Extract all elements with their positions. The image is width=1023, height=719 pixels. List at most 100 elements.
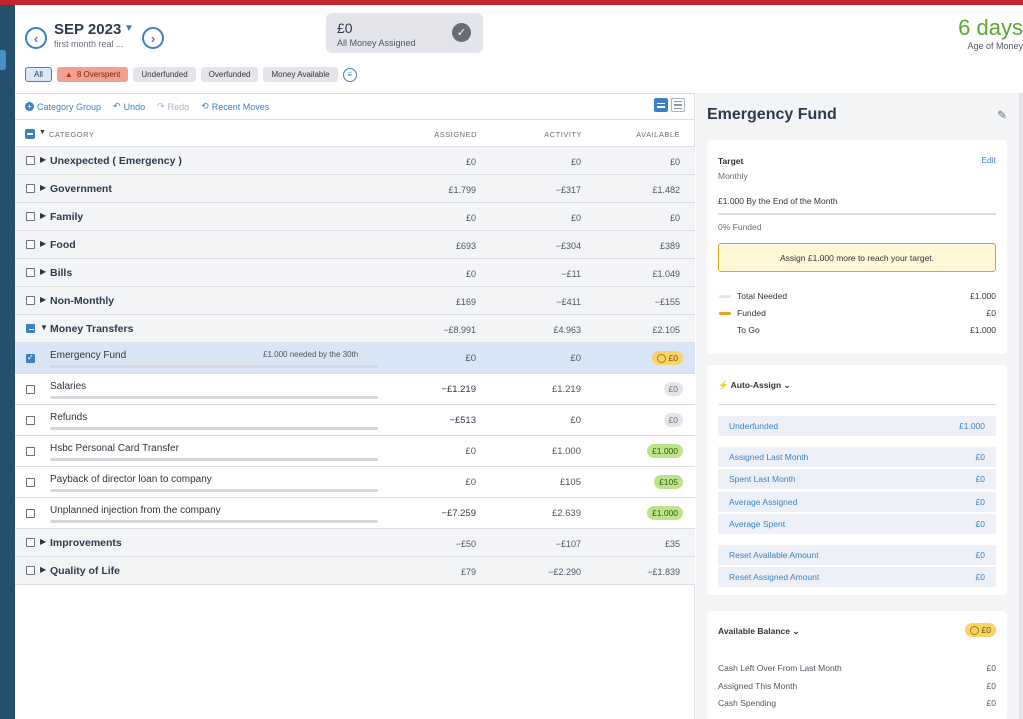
undo-button[interactable]: ↶ Undo bbox=[113, 101, 145, 112]
auto-assign-underfunded[interactable]: Underfunded £1.000 bbox=[718, 416, 996, 436]
expand-icon[interactable]: ▶ bbox=[40, 155, 47, 164]
balance-value: £0 bbox=[986, 663, 996, 673]
category-assigned[interactable]: −£7.259 bbox=[441, 508, 476, 519]
available-pill[interactable]: £0 bbox=[651, 351, 683, 365]
category-row[interactable]: Refunds −£513 £0 £0 bbox=[15, 405, 695, 436]
category-assigned[interactable]: £0 bbox=[465, 446, 476, 457]
category-group-row[interactable]: ▶ Family £0 £0 £0 bbox=[15, 203, 695, 231]
category-name[interactable]: Hsbc Personal Card Transfer bbox=[50, 443, 179, 454]
group-assigned: −£50 bbox=[455, 539, 476, 549]
month-note[interactable]: first month real ... bbox=[54, 39, 124, 49]
auto-assign-reset-available[interactable]: Reset Available Amount £0 bbox=[718, 545, 996, 565]
expand-icon[interactable]: ▶ bbox=[40, 267, 47, 276]
category-name[interactable]: Refunds bbox=[50, 412, 88, 423]
month-label[interactable]: SEP 2023 bbox=[54, 21, 122, 38]
auto-assign-reset-assigned[interactable]: Reset Assigned Amount £0 bbox=[718, 567, 996, 587]
category-assigned[interactable]: −£1.219 bbox=[441, 384, 476, 395]
category-name[interactable]: Unplanned injection from the company bbox=[50, 505, 221, 516]
chevron-down-icon[interactable]: ▼ bbox=[124, 23, 134, 34]
row-checkbox[interactable] bbox=[26, 385, 35, 394]
inspector-scrollbar[interactable] bbox=[1019, 93, 1023, 719]
category-group-row[interactable]: ▶ Food £693 −£304 £389 bbox=[15, 231, 695, 259]
row-checkbox[interactable] bbox=[26, 212, 35, 221]
ready-to-assign-box[interactable]: £0 All Money Assigned ✓ bbox=[326, 13, 483, 53]
category-activity[interactable]: £1.000 bbox=[551, 446, 581, 457]
filter-underfunded[interactable]: Underfunded bbox=[133, 67, 196, 82]
category-group-row[interactable]: ▶ Unexpected ( Emergency ) £0 £0 £0 bbox=[15, 147, 695, 175]
row-checkbox[interactable] bbox=[26, 509, 35, 518]
category-name[interactable]: Emergency Fund bbox=[50, 350, 127, 361]
row-checkbox[interactable] bbox=[26, 296, 35, 305]
expand-icon[interactable]: ▶ bbox=[40, 239, 47, 248]
filter-money-available[interactable]: Money Available bbox=[263, 67, 338, 82]
available-pill[interactable]: £1.000 bbox=[647, 444, 683, 458]
row-checkbox[interactable] bbox=[26, 447, 35, 456]
collapse-all-icon[interactable]: ▼ bbox=[39, 129, 47, 136]
category-row-emergency-fund[interactable]: Emergency Fund £1.000 needed by the 30th… bbox=[15, 343, 695, 374]
redo-button[interactable]: ↷ Redo bbox=[157, 101, 189, 112]
category-assigned[interactable]: £0 bbox=[465, 477, 476, 488]
expand-icon[interactable]: ▶ bbox=[40, 295, 47, 304]
category-activity[interactable]: £1.219 bbox=[551, 384, 581, 395]
row-checkbox[interactable] bbox=[26, 566, 35, 575]
category-assigned[interactable]: −£513 bbox=[449, 415, 476, 426]
row-checkbox[interactable] bbox=[26, 538, 35, 547]
filter-icon[interactable]: ≡ bbox=[342, 67, 357, 82]
available-pill[interactable]: £0 bbox=[663, 382, 683, 396]
category-row[interactable]: Salaries −£1.219 £1.219 £0 bbox=[15, 374, 695, 405]
pencil-icon[interactable]: ✎ bbox=[996, 108, 1007, 122]
prev-month-button[interactable]: ‹ bbox=[25, 27, 47, 49]
expand-icon[interactable]: ▶ bbox=[40, 565, 47, 574]
expand-icon[interactable]: ▶ bbox=[40, 211, 47, 220]
category-activity[interactable]: £0 bbox=[570, 415, 581, 426]
edit-target-button[interactable]: Edit bbox=[981, 155, 996, 165]
available-balance-header[interactable]: Available Balance ⌄ bbox=[718, 626, 799, 637]
available-pill[interactable]: £1.000 bbox=[647, 506, 683, 520]
category-group-row[interactable]: ▶ Bills £0 −£11 £1.049 bbox=[15, 259, 695, 287]
assign-more-banner[interactable]: Assign £1.000 more to reach your target. bbox=[718, 243, 996, 272]
filter-all[interactable]: All bbox=[25, 67, 52, 82]
next-month-button[interactable]: › bbox=[142, 27, 164, 49]
compact-view-button[interactable] bbox=[671, 98, 685, 112]
auto-assign-assigned-last-month[interactable]: Assigned Last Month £0 bbox=[718, 447, 996, 467]
auto-assign-label: Auto-Assign bbox=[730, 380, 782, 390]
auto-assign-spent-last-month[interactable]: Spent Last Month £0 bbox=[718, 469, 996, 489]
row-checkbox[interactable] bbox=[26, 156, 35, 165]
category-name[interactable]: Payback of director loan to company bbox=[50, 474, 212, 485]
filter-overfunded[interactable]: Overfunded bbox=[200, 67, 259, 82]
auto-assign-average-spent[interactable]: Average Spent £0 bbox=[718, 514, 996, 534]
select-all-checkbox[interactable] bbox=[25, 129, 35, 139]
category-activity[interactable]: £0 bbox=[570, 353, 581, 364]
category-group-row[interactable]: ▶ Government £1.799 −£317 £1.482 bbox=[15, 175, 695, 203]
category-activity[interactable]: £2.639 bbox=[551, 508, 581, 519]
available-pill[interactable]: £105 bbox=[654, 475, 683, 489]
category-row[interactable]: Hsbc Personal Card Transfer £0 £1.000 £1… bbox=[15, 436, 695, 467]
row-checkbox[interactable] bbox=[26, 416, 35, 425]
category-group-row[interactable]: ▶ Quality of Life £79 −£2.290 −£1.839 bbox=[15, 557, 695, 585]
collapse-icon[interactable]: ▼ bbox=[40, 323, 48, 332]
row-checkbox[interactable] bbox=[26, 268, 35, 277]
filter-overspent[interactable]: ▲ 8 Overspent bbox=[56, 67, 129, 82]
category-activity[interactable]: £105 bbox=[559, 477, 581, 488]
row-checkbox[interactable] bbox=[26, 184, 35, 193]
available-pill[interactable]: £0 bbox=[663, 413, 683, 427]
left-sidebar-rail[interactable] bbox=[0, 5, 15, 719]
expanded-view-button[interactable] bbox=[654, 98, 668, 112]
category-row[interactable]: Unplanned injection from the company −£7… bbox=[15, 498, 695, 529]
category-group-row[interactable]: ▶ Improvements −£50 −£107 £35 bbox=[15, 529, 695, 557]
row-checkbox[interactable] bbox=[26, 240, 35, 249]
auto-assign-average-assigned[interactable]: Average Assigned £0 bbox=[718, 492, 996, 512]
auto-assign-header[interactable]: ⚡ Auto-Assign ⌄ bbox=[718, 380, 791, 391]
category-group-row[interactable]: ▶ Non-Monthly £169 −£411 −£155 bbox=[15, 287, 695, 315]
expand-icon[interactable]: ▶ bbox=[40, 537, 47, 546]
expand-icon[interactable]: ▶ bbox=[40, 183, 47, 192]
category-group-row[interactable]: ▼ Money Transfers −£8.991 £4.963 £2.105 bbox=[15, 315, 695, 343]
category-name[interactable]: Salaries bbox=[50, 381, 87, 392]
recent-moves-button[interactable]: ⟲ Recent Moves bbox=[201, 101, 269, 112]
add-category-group-button[interactable]: + Category Group bbox=[25, 102, 101, 112]
row-checkbox[interactable] bbox=[26, 353, 35, 363]
row-checkbox[interactable] bbox=[26, 478, 35, 487]
row-checkbox[interactable] bbox=[26, 324, 35, 333]
category-assigned[interactable]: £0 bbox=[465, 353, 476, 364]
category-row[interactable]: Payback of director loan to company £0 £… bbox=[15, 467, 695, 498]
